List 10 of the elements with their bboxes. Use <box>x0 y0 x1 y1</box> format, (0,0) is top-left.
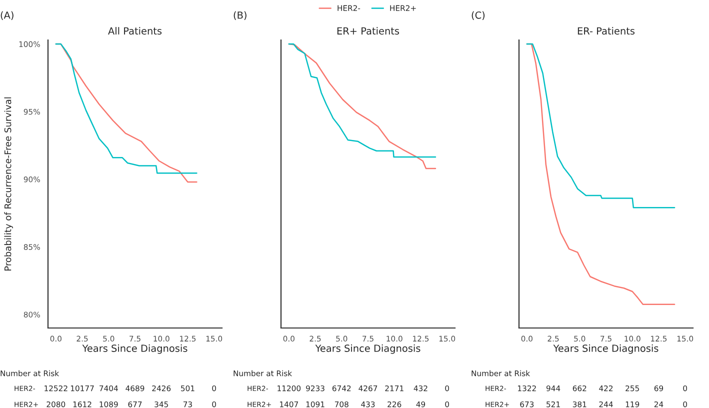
chart-subtitle: (A) <box>0 11 14 20</box>
x-axis-title: Years Since Diagnosis <box>315 344 420 354</box>
y-axis-title: Probability of Recurrence-Free Survival <box>4 97 13 271</box>
chart-title: All Patients <box>108 27 162 35</box>
chart-title: ER+ Patients <box>337 27 400 35</box>
chart-title: ER- Patients <box>578 27 635 35</box>
x-axis-title: Years Since Diagnosis <box>553 344 658 354</box>
chart-subtitle: (C) <box>472 11 485 20</box>
x-axis-title: Years Since Diagnosis <box>82 344 188 354</box>
chart-subtitle: (B) <box>234 11 246 20</box>
